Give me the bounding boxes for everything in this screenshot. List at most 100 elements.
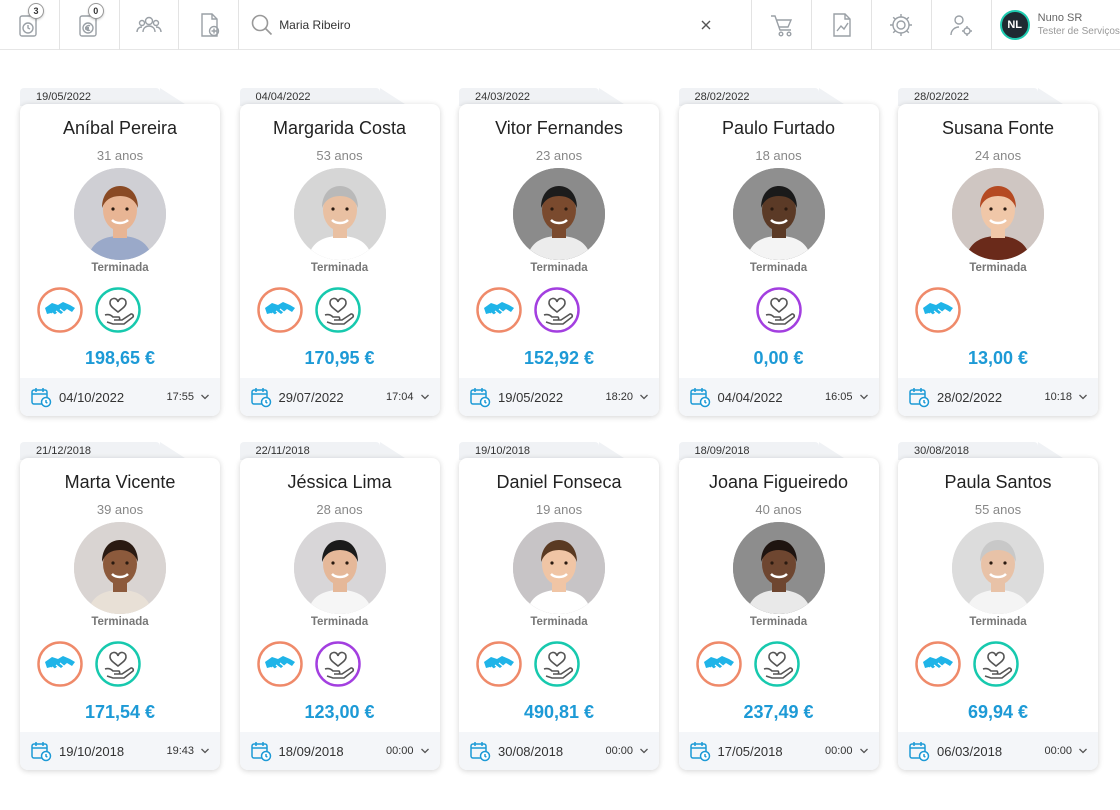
amount-value: 237,49 € xyxy=(743,702,814,722)
status-label: Terminada xyxy=(969,616,1027,628)
search-input[interactable] xyxy=(279,15,700,35)
portrait-image xyxy=(513,168,605,260)
card-body: Paula Santos 55 anos Terminada 69,94 € xyxy=(898,458,1098,770)
chevron-down-icon[interactable] xyxy=(859,392,869,402)
pending-timers-button[interactable]: 3 xyxy=(0,0,60,50)
client-card[interactable]: 21/12/2018 Marta Vicente 39 anos Termina… xyxy=(20,442,220,772)
close-icon[interactable] xyxy=(697,16,715,34)
chevron-down-icon[interactable] xyxy=(859,746,869,756)
card-body: Vitor Fernandes 23 anos Terminada 152,92… xyxy=(459,104,659,416)
client-name: Joana Figueiredo xyxy=(708,472,849,492)
card-tab-date: 18/09/2018 xyxy=(678,442,847,460)
chevron-down-icon[interactable] xyxy=(200,392,210,402)
amount-value: 13,00 € xyxy=(967,348,1029,368)
handshake-icon[interactable] xyxy=(914,640,962,688)
amount-value: 490,81 € xyxy=(523,702,595,722)
status-label: Terminada xyxy=(530,616,588,628)
client-card[interactable]: 22/11/2018 Jéssica Lima 28 anos Terminad… xyxy=(239,442,440,772)
status-label: Terminada xyxy=(530,262,588,274)
client-name: Paula Santos xyxy=(944,472,1052,492)
appointment-time: 16:05 xyxy=(824,391,853,403)
care-teal-icon[interactable] xyxy=(753,640,801,688)
user-profile[interactable]: NL Nuno SR Tester de Serviços xyxy=(992,0,1120,49)
card-body: Jéssica Lima 28 anos Terminada 123,00 € xyxy=(239,458,440,770)
card-tab-date: 04/04/2022 xyxy=(239,88,408,106)
top-toolbar: 3 0 xyxy=(0,0,1120,50)
calendar-clock-icon xyxy=(470,742,491,762)
amount-value: 170,95 € xyxy=(304,348,375,368)
appointment-date: 19/10/2018 xyxy=(59,743,125,759)
client-card[interactable]: 04/04/2022 Margarida Costa 53 anos Termi… xyxy=(239,88,440,418)
client-photo xyxy=(952,168,1044,260)
client-card[interactable]: 28/02/2022 Susana Fonte 24 anos Terminad… xyxy=(898,88,1098,418)
care-teal-icon[interactable] xyxy=(972,640,1020,688)
portrait-image xyxy=(732,522,825,614)
amount-value: 123,00 € xyxy=(304,702,375,722)
handshake-icon[interactable] xyxy=(695,640,743,688)
service-icons xyxy=(475,286,581,334)
handshake-icon[interactable] xyxy=(475,640,523,688)
chevron-down-icon[interactable] xyxy=(420,392,430,402)
user-settings-button[interactable] xyxy=(932,0,992,50)
care-teal-icon[interactable] xyxy=(94,286,142,334)
client-card[interactable]: 28/02/2022 Paulo Furtado 18 anos Termina… xyxy=(678,88,879,418)
service-icons xyxy=(36,286,142,334)
status-label: Terminada xyxy=(749,616,808,628)
client-age: 39 anos xyxy=(96,502,144,517)
handshake-icon[interactable] xyxy=(36,286,84,334)
client-age: 18 anos xyxy=(755,148,802,163)
handshake-icon[interactable] xyxy=(256,286,304,334)
appointment-date: 04/10/2022 xyxy=(59,389,125,405)
user-name: Nuno SR xyxy=(1037,11,1083,24)
search-bar xyxy=(239,0,753,50)
care-purple-icon[interactable] xyxy=(533,286,581,334)
billing-button[interactable]: 0 xyxy=(60,0,120,50)
service-icons xyxy=(36,640,142,688)
care-teal-icon[interactable] xyxy=(533,640,581,688)
care-teal-icon[interactable] xyxy=(94,640,142,688)
portrait-image xyxy=(74,522,166,614)
care-teal-icon[interactable] xyxy=(314,286,362,334)
cart-button[interactable] xyxy=(752,0,813,50)
card-body: Joana Figueiredo 40 anos Terminada 237,4… xyxy=(678,458,879,770)
service-icons xyxy=(475,640,581,688)
clients-button[interactable] xyxy=(120,0,180,50)
handshake-icon[interactable] xyxy=(36,640,84,688)
reports-button[interactable] xyxy=(812,0,873,50)
chevron-down-icon[interactable] xyxy=(420,746,430,756)
client-card[interactable]: 19/10/2018 Daniel Fonseca 19 anos Termin… xyxy=(459,442,659,772)
card-tab-date: 24/03/2022 xyxy=(459,88,627,106)
handshake-icon[interactable] xyxy=(914,286,962,334)
client-card[interactable]: 30/08/2018 Paula Santos 55 anos Terminad… xyxy=(898,442,1098,772)
card-tab-date: 19/05/2022 xyxy=(20,88,188,106)
handshake-icon[interactable] xyxy=(256,640,304,688)
card-footer: 29/07/2022 17:04 xyxy=(239,378,440,416)
service-icons xyxy=(914,640,1020,688)
care-purple-icon[interactable] xyxy=(314,640,362,688)
card-footer: 06/03/2018 00:00 xyxy=(898,732,1098,770)
appointment-time: 10:18 xyxy=(1044,391,1072,403)
search-icon xyxy=(251,14,273,36)
client-card[interactable]: 19/05/2022 Aníbal Pereira 31 anos Termin… xyxy=(20,88,220,418)
client-card[interactable]: 24/03/2022 Vitor Fernandes 23 anos Termi… xyxy=(459,88,659,418)
calendar-clock-icon xyxy=(470,388,491,408)
settings-button[interactable] xyxy=(872,0,932,50)
care-purple-icon[interactable] xyxy=(755,286,803,334)
client-card[interactable]: 18/09/2018 Joana Figueiredo 40 anos Term… xyxy=(678,442,879,772)
card-tab-date: 30/08/2018 xyxy=(898,442,1066,460)
calendar-clock-icon xyxy=(31,388,52,408)
cart-icon xyxy=(770,15,792,37)
chevron-down-icon[interactable] xyxy=(639,746,649,756)
client-photo xyxy=(952,522,1044,614)
chevron-down-icon[interactable] xyxy=(639,392,649,402)
client-photo xyxy=(513,522,605,614)
chevron-down-icon[interactable] xyxy=(200,746,210,756)
amount-value: 152,92 € xyxy=(523,348,595,368)
chevron-down-icon[interactable] xyxy=(1078,746,1088,756)
chevron-down-icon[interactable] xyxy=(1078,392,1088,402)
portrait-image xyxy=(74,168,166,260)
new-document-button[interactable] xyxy=(179,0,240,50)
handshake-icon[interactable] xyxy=(475,286,523,334)
appointment-time: 00:00 xyxy=(824,745,853,757)
portrait-image xyxy=(293,522,386,614)
